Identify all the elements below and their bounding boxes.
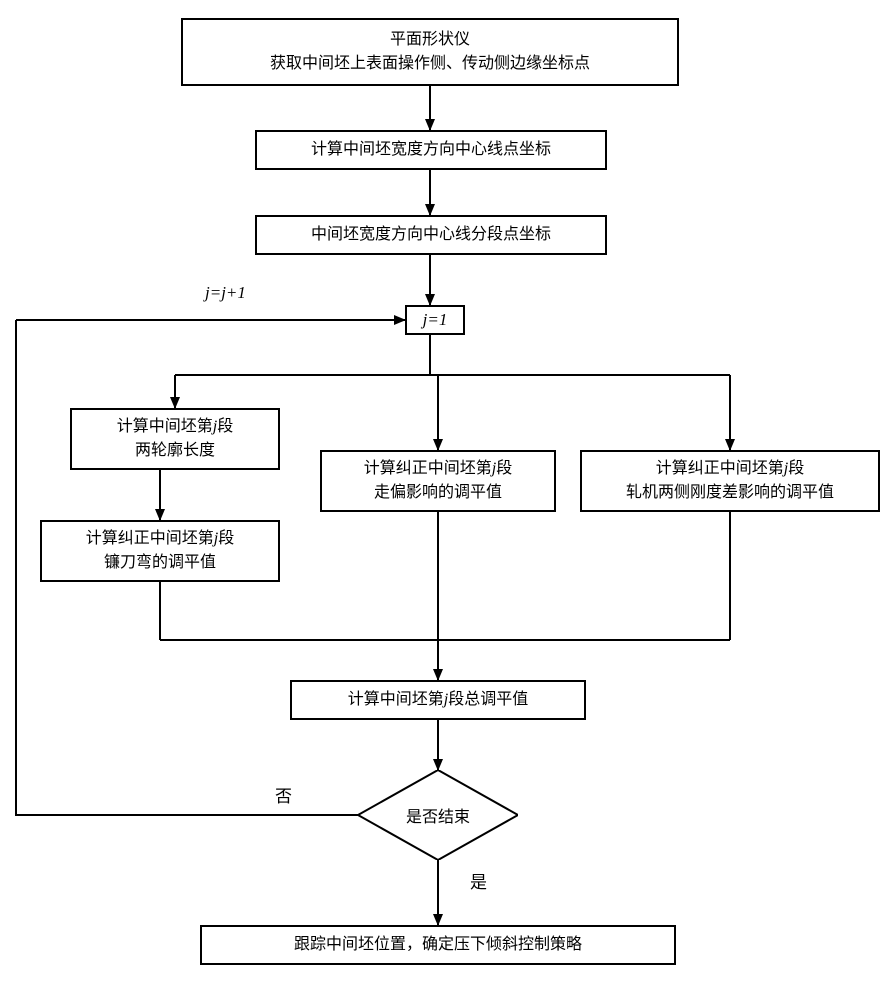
- n3-text: 中间坯宽度方向中心线分段点坐标: [311, 223, 551, 247]
- no-label: 否: [275, 782, 292, 807]
- n2-text: 计算中间坯宽度方向中心线点坐标: [311, 138, 551, 162]
- b-left1-l1: 计算中间坯第j段: [117, 415, 233, 439]
- b-left1-l2: 两轮廓长度: [135, 439, 215, 463]
- n1-line1: 平面形状仪: [390, 28, 470, 52]
- node-n1: 平面形状仪 获取中间坯上表面操作侧、传动侧边缘坐标点: [181, 18, 679, 86]
- node-n3: 中间坯宽度方向中心线分段点坐标: [255, 215, 607, 255]
- decision-text: 是否结束: [406, 803, 470, 827]
- node-sum: 计算中间坯第j段总调平值: [290, 680, 586, 720]
- b-mid-l1: 计算纠正中间坯第j段: [364, 457, 512, 481]
- yes-label: 是: [470, 868, 487, 893]
- b-left2-l1: 计算纠正中间坯第j段: [86, 527, 234, 551]
- b-right-l2: 轧机两侧刚度差影响的调平值: [626, 481, 834, 505]
- node-jinit: j=1: [405, 305, 465, 335]
- node-n2: 计算中间坯宽度方向中心线点坐标: [255, 130, 607, 170]
- b-right-l1: 计算纠正中间坯第j段: [656, 457, 804, 481]
- n1-line2: 获取中间坯上表面操作侧、传动侧边缘坐标点: [270, 52, 590, 76]
- node-b-mid: 计算纠正中间坯第j段 走偏影响的调平值: [320, 450, 556, 512]
- jinit-text: j=1: [423, 310, 448, 330]
- node-b-left1: 计算中间坯第j段 两轮廓长度: [70, 408, 280, 470]
- b-left2-l2: 镰刀弯的调平值: [104, 551, 216, 575]
- jinc-label: j=j+1: [205, 283, 246, 303]
- b-mid-l2: 走偏影响的调平值: [374, 481, 502, 505]
- node-b-right: 计算纠正中间坯第j段 轧机两侧刚度差影响的调平值: [580, 450, 880, 512]
- node-final: 跟踪中间坯位置，确定压下倾斜控制策略: [200, 925, 676, 965]
- node-b-left2: 计算纠正中间坯第j段 镰刀弯的调平值: [40, 520, 280, 582]
- final-text: 跟踪中间坯位置，确定压下倾斜控制策略: [294, 933, 582, 957]
- node-decision: 是否结束: [358, 770, 518, 860]
- sum-text: 计算中间坯第j段总调平值: [348, 688, 528, 712]
